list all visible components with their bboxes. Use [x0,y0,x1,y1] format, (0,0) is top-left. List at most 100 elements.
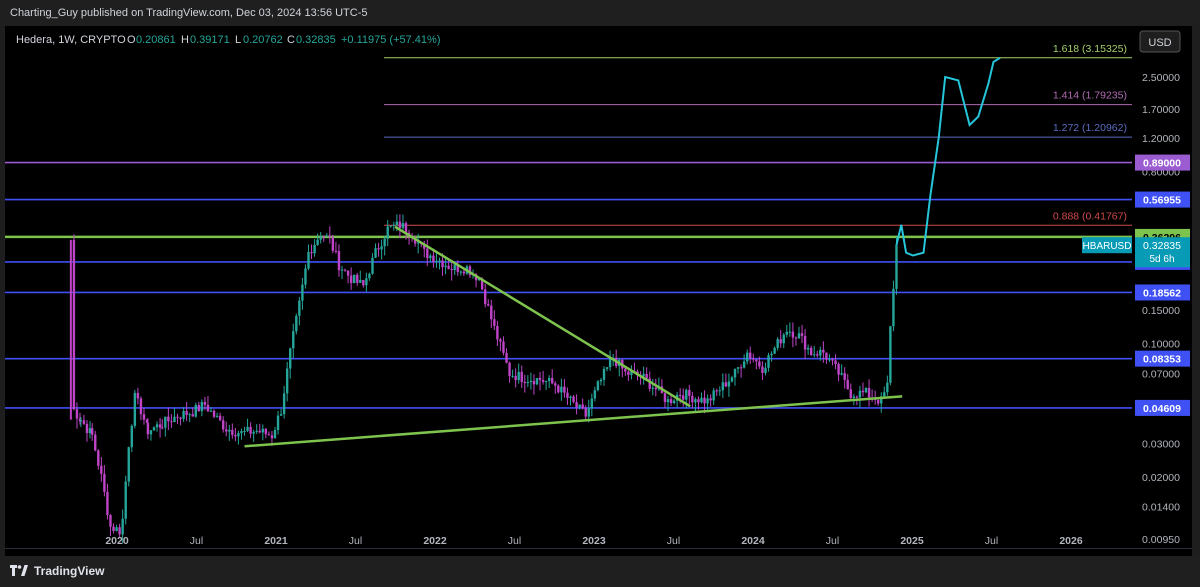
candle-body [136,392,140,399]
candle-body [200,401,204,412]
fib-label: 0.888 (0.41767) [1053,210,1127,222]
publish-header: Charting_Guy published on TradingView.co… [0,0,1200,26]
candle-body [334,250,338,252]
candle-body [246,426,249,431]
candle-body [712,390,715,401]
time-tick: Jul [985,535,998,547]
candle-body [404,223,408,233]
level-tag [1135,399,1190,416]
candle-body [72,240,76,410]
candle-body [880,396,883,404]
candle-body [678,394,682,396]
candle-body [864,387,868,393]
price-chart[interactable]: 1.618 (3.15325) 1.414 (1.79235) 1.272 (1.2… [5,26,1192,556]
time-tick: Jul [190,535,203,547]
candle-body [468,266,472,276]
price-tick: 0.02000 [1142,472,1180,484]
candle-body [152,427,156,431]
price-axis[interactable]: 2.500001.700001.200000.800000.150000.100… [1082,56,1192,556]
candle-body [215,415,219,417]
candle-body [261,428,264,433]
candle-body [739,367,743,369]
candle-body [806,347,810,350]
candle-body [886,382,889,393]
candle-body [82,420,86,424]
tradingview-logo[interactable]: TradingView [10,564,104,578]
candle-body [590,398,594,409]
candle-body [270,435,274,439]
candle-body [426,248,429,259]
candle-body [551,377,554,384]
candle-body [90,428,94,435]
last-price-countdown: 5d 6h [1149,254,1174,265]
trendline[interactable] [394,225,691,408]
level-tag [1135,350,1190,367]
level-tag-label: 0.56955 [1143,195,1181,207]
candle-body [450,269,453,271]
candle-body [569,396,572,398]
candle-body [782,334,785,344]
candle-body [593,390,597,399]
candle-body [721,382,725,391]
trendlines-layer [244,225,903,448]
price-tick: 0.01400 [1142,502,1180,514]
candle-body [499,339,502,342]
candle-body [584,408,587,417]
candle-body [496,325,499,340]
candle-body [371,257,374,274]
time-tick: Jul [349,535,362,547]
candle-body [800,333,804,336]
candle-body [480,278,484,290]
candle-body [502,341,505,353]
time-tick: 2024 [741,535,765,547]
candle-body [158,424,162,428]
candle-body [328,235,332,238]
candle-body [685,389,688,400]
legend-low-label: L [235,34,241,46]
candle-body [560,386,563,393]
candle-body [155,424,159,428]
chart-area[interactable]: 1.618 (3.15325) 1.414 (1.79235) 1.272 (1.2… [5,26,1192,556]
candle-body [547,377,551,382]
level-tag-label: 0.04609 [1143,403,1181,415]
candle-body [304,268,307,285]
trendline[interactable] [244,395,903,448]
candle-body [285,368,289,394]
candle-body [243,430,246,432]
candle-body [316,239,319,245]
candle-body [416,242,420,244]
candle-body [520,371,523,382]
candle-body [395,221,399,225]
candle-body [563,386,566,393]
chart-background [5,26,1192,556]
candle-body [313,244,316,254]
candle-body [368,273,371,279]
currency-button[interactable] [1139,30,1181,53]
last-price-value: 0.32835 [1143,240,1181,252]
candle-body [846,379,849,390]
time-axis[interactable]: 2020 Jul 2021 Jul 2022 Jul 2023 Jul 2024 Jul 2025 J… [5,535,1192,549]
candle-body [179,417,182,419]
level-tag-label: 0.89000 [1143,158,1181,170]
candle-body [843,373,846,380]
candle-body [651,387,654,389]
candle-body [176,416,179,418]
candle-body [700,397,703,403]
candle-body [398,221,402,228]
candle-body [343,269,347,271]
price-tick: 1.70000 [1142,104,1180,116]
candle-body [630,371,633,376]
candle-body [164,416,167,428]
candle-body [106,491,109,515]
candle-body [292,331,295,349]
candle-body [206,404,210,412]
candle-body [127,447,130,482]
candle-body [557,385,560,393]
candle-body [526,382,530,384]
candle-body [142,414,146,420]
candle-body [88,428,92,434]
candle-body [432,255,435,263]
fib-label: 1.618 (3.15325) [1053,43,1127,55]
candle-body [755,359,758,362]
candle-body [456,264,459,272]
